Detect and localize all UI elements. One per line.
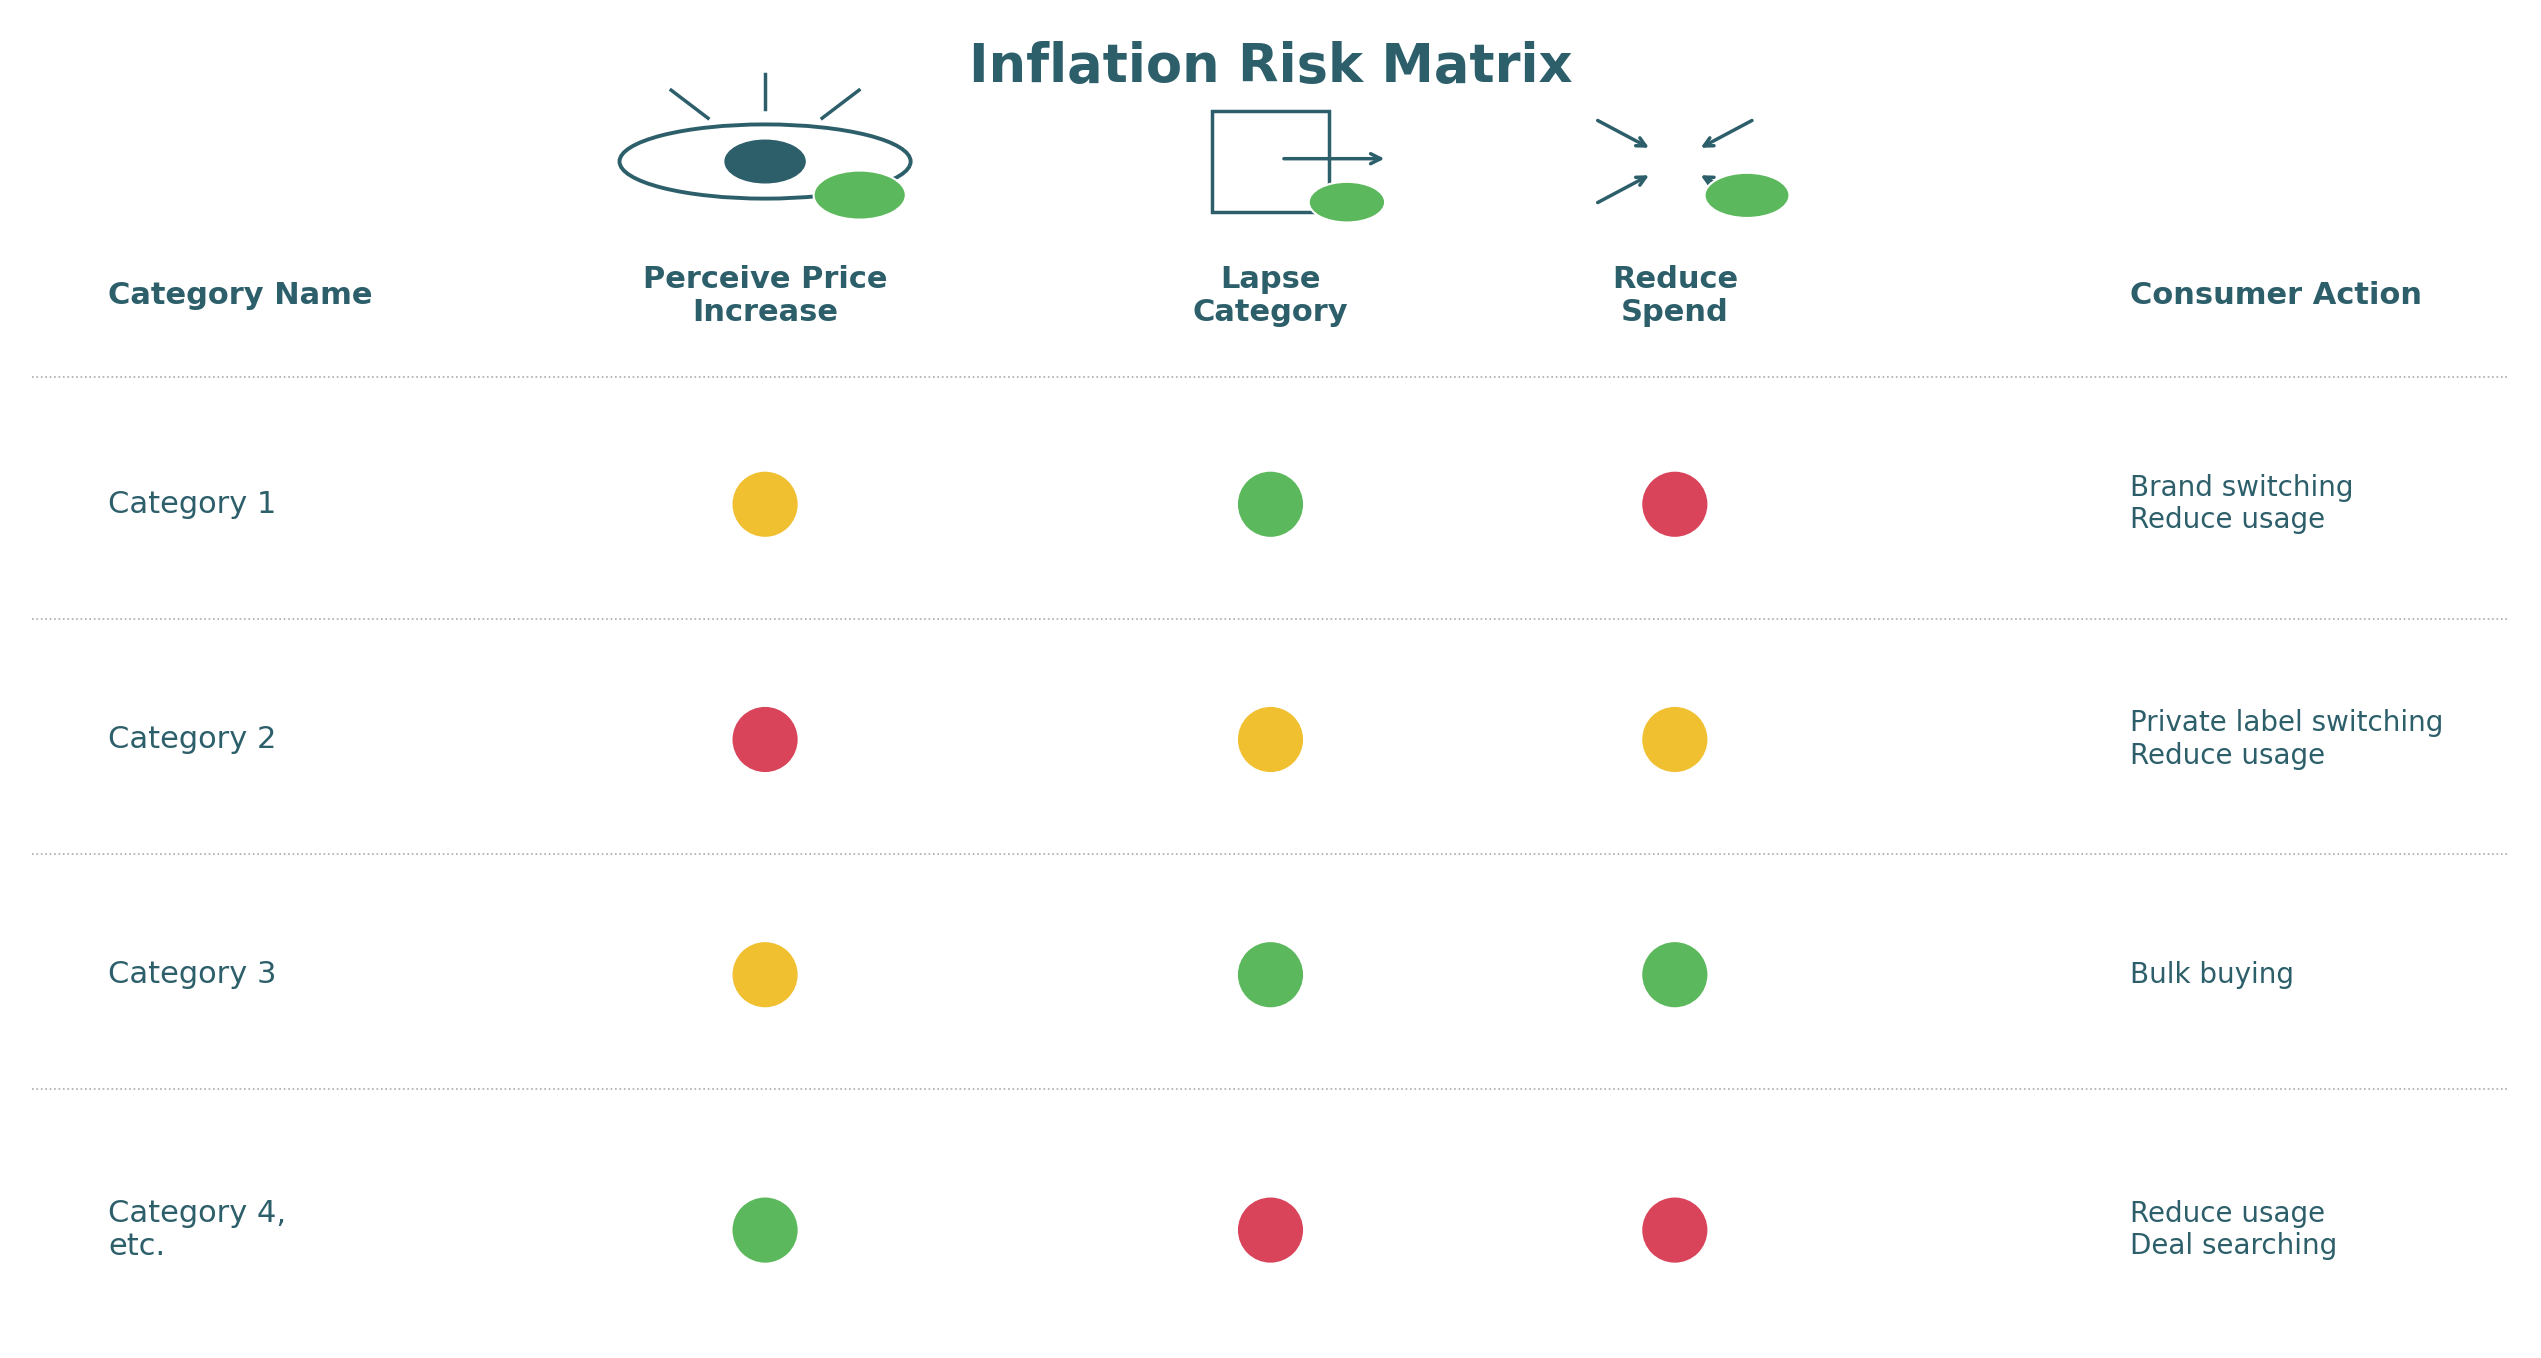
Point bbox=[1250, 729, 1291, 751]
Text: Inflation Risk Matrix: Inflation Risk Matrix bbox=[968, 42, 1573, 94]
Point bbox=[1250, 1219, 1291, 1241]
Text: Category 4,
etc.: Category 4, etc. bbox=[109, 1199, 287, 1262]
Point bbox=[745, 964, 785, 986]
Point bbox=[1250, 964, 1291, 986]
Text: Perceive Price
Increase: Perceive Price Increase bbox=[643, 265, 887, 327]
Point bbox=[1654, 493, 1695, 515]
Point bbox=[745, 493, 785, 515]
Text: Category 3: Category 3 bbox=[109, 960, 277, 989]
Circle shape bbox=[813, 171, 905, 220]
Text: Private label switching
Reduce usage: Private label switching Reduce usage bbox=[2129, 709, 2442, 770]
Point bbox=[1250, 493, 1291, 515]
Text: Reduce
Spend: Reduce Spend bbox=[1611, 265, 1738, 327]
Text: Brand switching
Reduce usage: Brand switching Reduce usage bbox=[2129, 474, 2353, 535]
Point bbox=[745, 1219, 785, 1241]
Point bbox=[1654, 1219, 1695, 1241]
Text: Consumer Action: Consumer Action bbox=[2129, 281, 2422, 311]
Point bbox=[1654, 964, 1695, 986]
Text: Lapse
Category: Lapse Category bbox=[1192, 265, 1349, 327]
Text: Category 2: Category 2 bbox=[109, 725, 277, 754]
Text: Category 1: Category 1 bbox=[109, 490, 277, 519]
Circle shape bbox=[1705, 172, 1789, 219]
Circle shape bbox=[1309, 182, 1385, 223]
Point bbox=[745, 729, 785, 751]
Circle shape bbox=[724, 140, 805, 183]
Text: Reduce usage
Deal searching: Reduce usage Deal searching bbox=[2129, 1200, 2338, 1260]
Text: Bulk buying: Bulk buying bbox=[2129, 960, 2295, 989]
Text: Category Name: Category Name bbox=[109, 281, 374, 311]
Point bbox=[1654, 729, 1695, 751]
